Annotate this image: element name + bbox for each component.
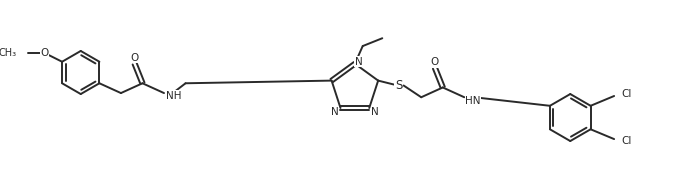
- Text: CH₃: CH₃: [0, 48, 17, 58]
- Text: S: S: [395, 79, 402, 92]
- Text: O: O: [41, 48, 49, 58]
- Text: HN: HN: [465, 96, 481, 106]
- Text: NH: NH: [166, 91, 181, 101]
- Text: N: N: [331, 107, 339, 117]
- Text: O: O: [431, 57, 439, 67]
- Text: N: N: [371, 107, 379, 117]
- Text: Cl: Cl: [621, 89, 631, 99]
- Text: O: O: [130, 53, 139, 63]
- Text: Cl: Cl: [621, 136, 631, 146]
- Text: N: N: [355, 57, 362, 67]
